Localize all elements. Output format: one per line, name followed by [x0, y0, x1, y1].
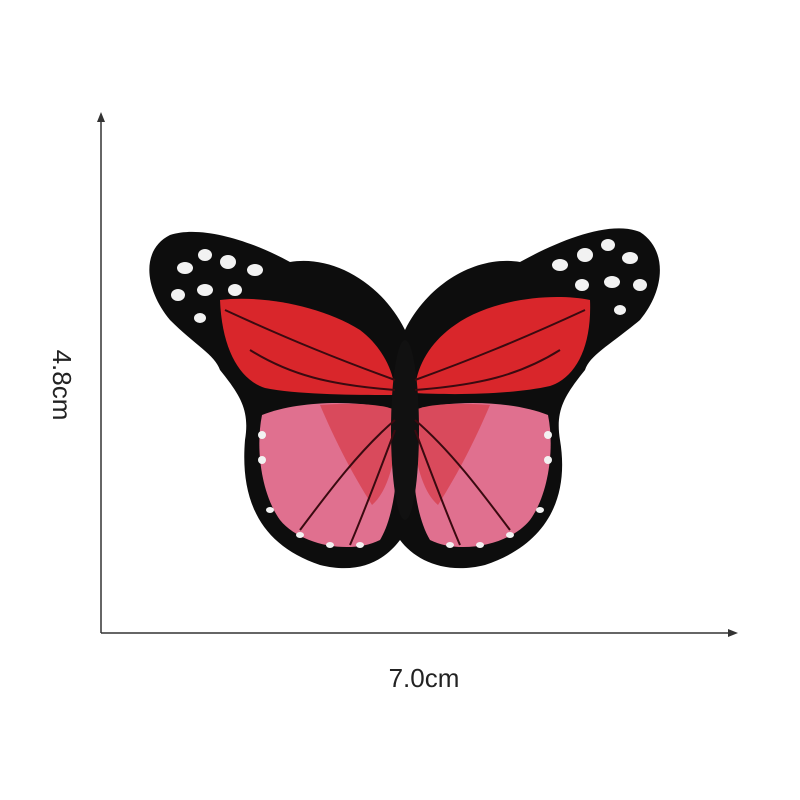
butterfly-patch	[149, 228, 660, 569]
arrow-head-up	[97, 112, 105, 122]
arrow-head-right	[728, 629, 738, 637]
height-label: 4.8cm	[47, 350, 77, 421]
dimension-arrows	[100, 120, 730, 634]
width-label: 7.0cm	[389, 663, 460, 693]
